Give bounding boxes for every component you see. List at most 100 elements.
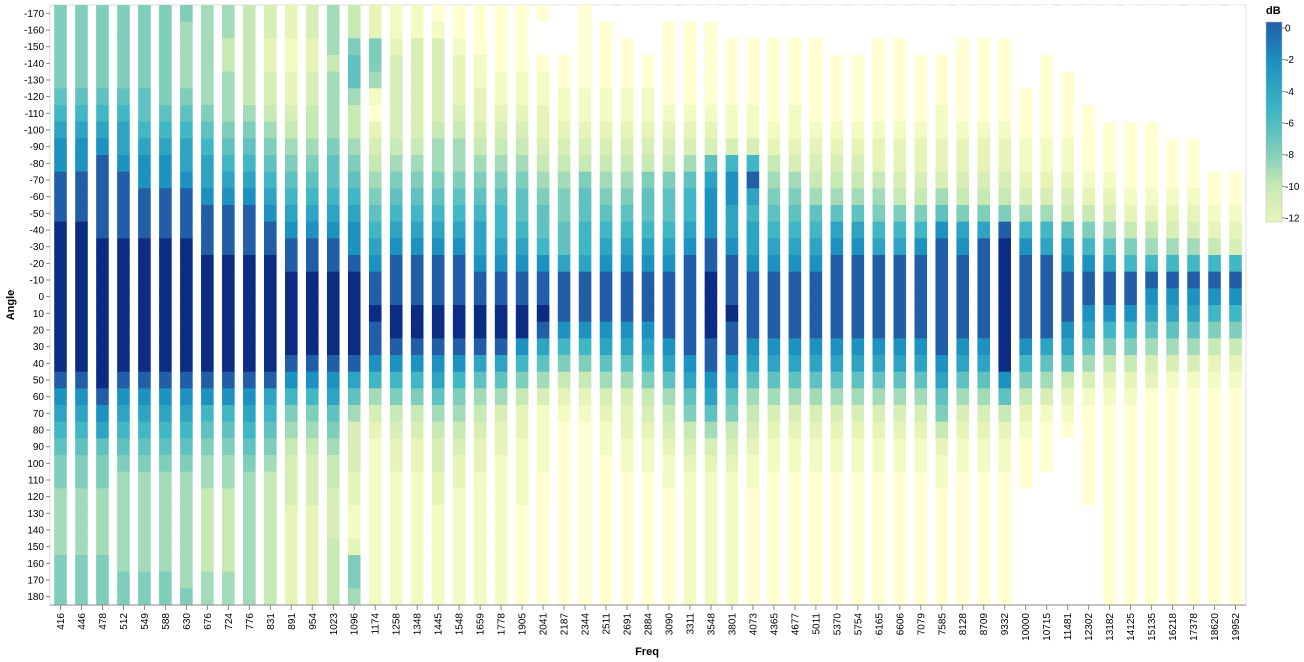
heatmap-cell [1229, 171, 1242, 189]
heatmap-cell [326, 71, 340, 89]
heatmap-cell [305, 121, 319, 139]
heatmap-cell [54, 455, 67, 473]
heatmap-cell [159, 355, 172, 373]
heatmap-cell [180, 238, 193, 256]
heatmap-cell [201, 221, 214, 239]
heatmap-cell [1061, 221, 1074, 239]
heatmap-cell [1145, 338, 1158, 356]
heatmap-cell [222, 121, 235, 139]
heatmap-cell [494, 571, 508, 589]
heatmap-cell [347, 38, 361, 56]
heatmap-cell [620, 21, 634, 39]
heatmap-cell [326, 238, 340, 256]
heatmap-cell [326, 205, 340, 223]
heatmap-cell [1208, 38, 1221, 56]
heatmap-cell [767, 121, 781, 139]
heatmap-cell [578, 55, 592, 73]
heatmap-cell [264, 555, 277, 573]
y-tick-label: 80 [33, 426, 45, 437]
heatmap-cell [641, 205, 655, 223]
heatmap-cell [1208, 221, 1221, 239]
x-tick-label: 8709 [979, 613, 990, 636]
heatmap-cell [956, 88, 970, 106]
heatmap-cell [1145, 288, 1158, 306]
heatmap-cell [75, 371, 88, 389]
heatmap-cell [1082, 405, 1095, 423]
heatmap-cell [704, 155, 718, 173]
heatmap-cell [368, 205, 382, 223]
heatmap-cell [389, 71, 403, 89]
heatmap-cell [788, 455, 802, 473]
heatmap-cell [914, 21, 928, 39]
heatmap-cell [264, 305, 277, 323]
heatmap-cell [893, 505, 907, 523]
heatmap-cell [452, 588, 466, 606]
heatmap-cell [264, 71, 277, 89]
heatmap-cell [54, 88, 67, 106]
heatmap-cell [1019, 555, 1032, 573]
heatmap-cell [977, 55, 991, 73]
heatmap-cell [977, 288, 991, 306]
heatmap-cell [117, 138, 130, 156]
heatmap-cell [536, 205, 550, 223]
heatmap-cell [180, 221, 193, 239]
heatmap-cell [473, 505, 487, 523]
heatmap-cell [138, 421, 151, 439]
heatmap-cell [96, 71, 109, 89]
heatmap-cell [725, 521, 739, 539]
heatmap-cell [347, 105, 361, 123]
heatmap-cell [222, 188, 235, 206]
heatmap-cell [956, 288, 970, 306]
heatmap-cell [54, 555, 67, 573]
heatmap-cell [96, 305, 109, 323]
heatmap-cell [620, 338, 634, 356]
heatmap-cell [368, 355, 382, 373]
heatmap-cell [243, 571, 256, 589]
heatmap-cell [683, 105, 697, 123]
heatmap-cell [201, 88, 214, 106]
heatmap-cell [683, 121, 697, 139]
heatmap-cell [683, 71, 697, 89]
heatmap-cell [956, 505, 970, 523]
heatmap-cell [578, 121, 592, 139]
heatmap-cell [368, 588, 382, 606]
x-tick-label: 478 [98, 613, 109, 630]
heatmap-cell [914, 538, 928, 556]
heatmap-cell [494, 505, 508, 523]
heatmap-cell [599, 71, 613, 89]
heatmap-cell [159, 38, 172, 56]
heatmap-cell [452, 438, 466, 456]
heatmap-cell [935, 221, 949, 239]
heatmap-cell [977, 105, 991, 123]
heatmap-cell [264, 505, 277, 523]
heatmap-cell [809, 488, 823, 506]
heatmap-cell [599, 221, 613, 239]
heatmap-cell [662, 288, 676, 306]
x-tick-label: 8128 [958, 613, 969, 636]
heatmap-cell [410, 205, 424, 223]
heatmap-cell [452, 188, 466, 206]
heatmap-cell [536, 571, 550, 589]
heatmap-cell [662, 121, 676, 139]
heatmap-cell [599, 288, 613, 306]
heatmap-cell [872, 488, 886, 506]
heatmap-cell [1229, 588, 1242, 606]
heatmap-cell [1061, 55, 1074, 73]
heatmap-cell [536, 138, 550, 156]
heatmap-cell [264, 88, 277, 106]
heatmap-cell [201, 305, 214, 323]
heatmap-cell [830, 138, 844, 156]
heatmap-cell [578, 21, 592, 39]
heatmap-cell [117, 305, 130, 323]
heatmap-cell [914, 421, 928, 439]
heatmap-cell [767, 455, 781, 473]
heatmap-cell [1019, 388, 1032, 406]
heatmap-cell [201, 521, 214, 539]
heatmap-cell [201, 421, 214, 439]
heatmap-cell [1082, 221, 1095, 239]
heatmap-cell [1187, 221, 1200, 239]
x-tick-label: 5754 [853, 613, 864, 636]
heatmap-cell [305, 438, 319, 456]
x-tick-label: 5370 [832, 613, 843, 636]
heatmap-cell [264, 438, 277, 456]
